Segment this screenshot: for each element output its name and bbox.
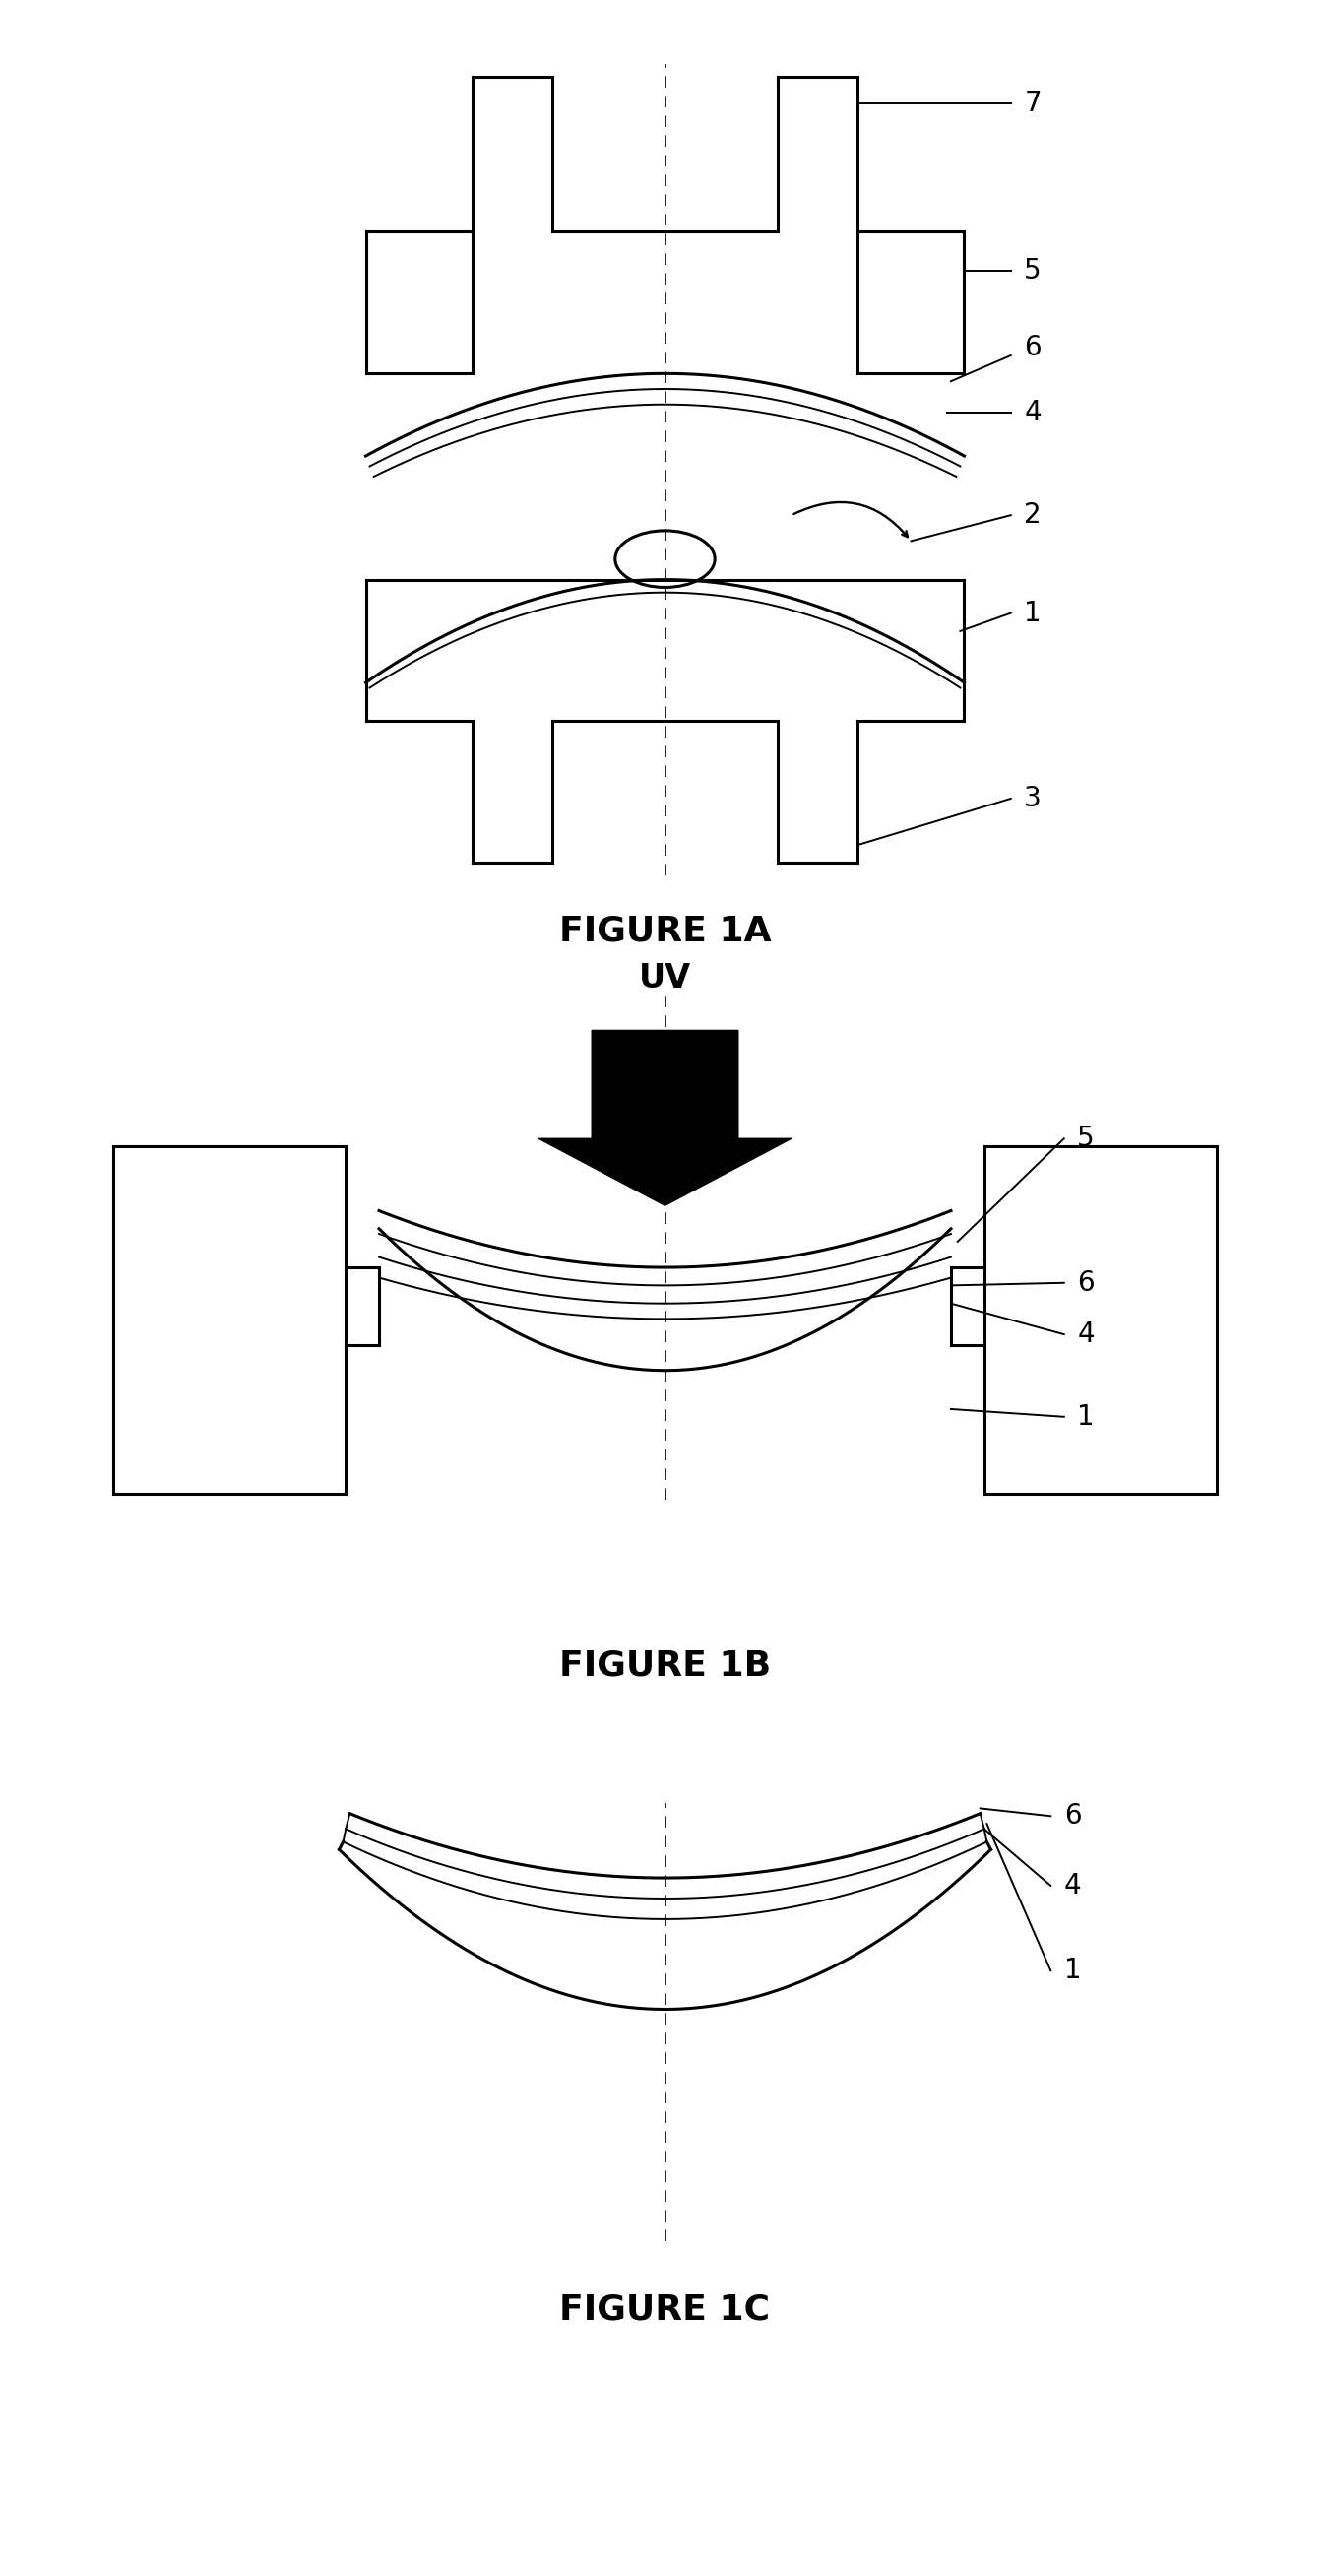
Bar [984, 1146, 1217, 1494]
Text: 6: 6 [1077, 1270, 1095, 1296]
Text: 1: 1 [1064, 1958, 1081, 1984]
Text: 6: 6 [1064, 1803, 1081, 1829]
Text: FIGURE 1C: FIGURE 1C [560, 2293, 770, 2326]
Text: 2: 2 [1024, 502, 1041, 528]
Text: UV: UV [638, 961, 692, 994]
Text: 1: 1 [1024, 600, 1041, 626]
Text: FIGURE 1A: FIGURE 1A [559, 914, 771, 948]
Text: 5: 5 [1077, 1126, 1095, 1151]
Text: 3: 3 [1024, 786, 1041, 811]
Text: 4: 4 [1077, 1321, 1095, 1347]
Text: 6: 6 [1024, 335, 1041, 361]
Polygon shape [539, 1030, 791, 1206]
Text: 4: 4 [1024, 399, 1041, 425]
Text: 5: 5 [1024, 258, 1041, 283]
Bar [113, 1146, 346, 1494]
Text: FIGURE 1B: FIGURE 1B [559, 1649, 771, 1682]
Text: 7: 7 [1024, 90, 1041, 116]
Text: 1: 1 [1077, 1404, 1095, 1430]
Text: 4: 4 [1064, 1873, 1081, 1899]
